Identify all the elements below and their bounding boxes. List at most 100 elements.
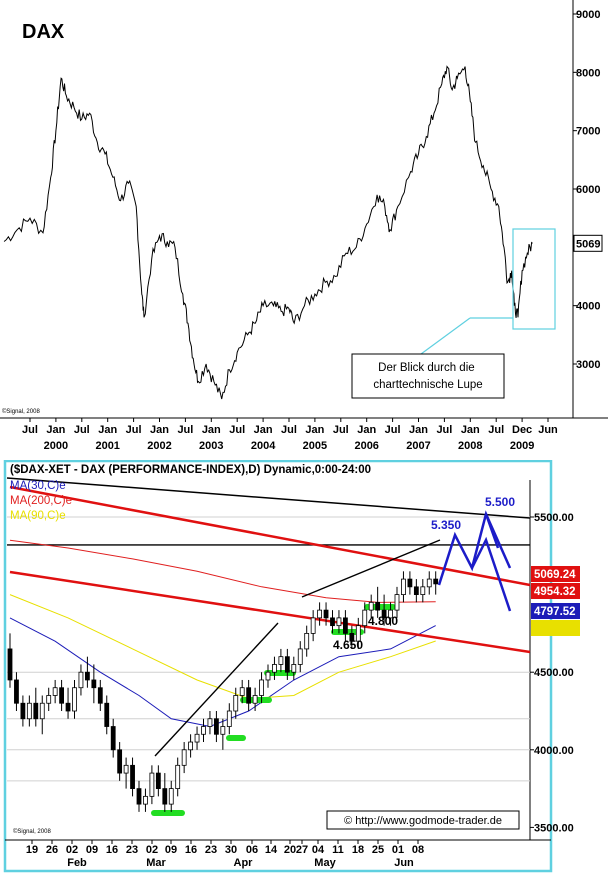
projection-path-lower [470, 536, 512, 612]
top-y-tick-label: 9000 [576, 9, 600, 21]
bottom-x-tick-label: 20 [284, 844, 296, 856]
candle-body [33, 702, 39, 720]
support-marker [226, 735, 246, 741]
candle-body [394, 594, 400, 611]
candle-body [59, 687, 64, 704]
bottom-x-tick-label: 04 [312, 844, 325, 856]
top-year-label: 2006 [354, 440, 378, 452]
bottom-month-label: Mar [146, 857, 166, 869]
bottom-x-tick-label: 02 [66, 844, 78, 856]
candle-body [39, 702, 45, 720]
candle-body [46, 695, 52, 704]
zoom-connector-diagonal [420, 317, 471, 355]
top-x-tick-label: Jan [357, 424, 376, 436]
top-year-label: 2002 [147, 440, 171, 452]
top-x-tick-label: Jul [281, 424, 297, 436]
bottom-x-tick-label: 02 [146, 844, 158, 856]
ma30-value-tag: 4797.52 [534, 606, 576, 618]
ma200-value-tag: 4954.32 [534, 586, 576, 598]
target-label-5350: 5.350 [431, 518, 461, 532]
candle-body [168, 788, 174, 805]
top-x-tick-label: Jan [461, 424, 480, 436]
candle-body [368, 601, 374, 611]
top-y-tick-label: 3000 [576, 359, 600, 371]
candle-body [401, 578, 406, 596]
candle-body [355, 625, 361, 642]
dax-price-line [3, 65, 533, 400]
top-x-tick-label: Jan [254, 424, 273, 436]
top-y-tick-label: 4000 [576, 301, 600, 313]
candle-body [349, 633, 355, 642]
candle-body [284, 656, 290, 673]
candle-body [117, 749, 123, 774]
candle-body [226, 710, 232, 727]
annotation-box [351, 353, 505, 399]
candle-body [85, 671, 90, 681]
top-x-tick-label: Jan [409, 424, 428, 436]
top-x-tick-label: Jan [150, 424, 169, 436]
top-year-label: 2004 [251, 440, 276, 452]
top-x-tick-label: Jul [74, 424, 90, 436]
dax-long-term-chart: DAX ©Signal, 2008 9000 8000 7000 6000 5069 40… [0, 0, 608, 452]
bottom-x-tick-label: 25 [372, 844, 384, 856]
candle-body [304, 633, 310, 650]
candle-body [130, 764, 135, 790]
candle-body [207, 718, 213, 727]
ma30-value-tag-box [531, 603, 580, 619]
support-label-4650: 4.650 [333, 638, 363, 652]
candle-body [413, 586, 419, 596]
candle-body [375, 601, 381, 611]
bottom-month-label: Feb [67, 857, 87, 869]
candle-body [310, 617, 316, 634]
candle-body [426, 578, 432, 588]
bottom-x-tick-label: 16 [185, 844, 197, 856]
bottom-month-label: May [314, 857, 336, 869]
bottom-x-tick-label: 14 [265, 844, 278, 856]
bottom-x-tick-label: 27 [296, 844, 308, 856]
top-x-tick-label: Jan [202, 424, 221, 436]
candle-body [291, 664, 297, 673]
target-label-5500: 5.500 [485, 495, 515, 509]
candle-body [65, 702, 71, 712]
support-label-4800: 4.800 [368, 614, 398, 628]
candle-body [323, 609, 329, 619]
top-x-tick-label: Jul [488, 424, 504, 436]
bottom-y-tick-label: 4500.00 [534, 667, 574, 679]
candle-body [149, 772, 155, 797]
bottom-month-label: Apr [234, 857, 254, 869]
ma200-value-tag-box [531, 583, 580, 599]
candle-body [155, 772, 161, 790]
candle-body [143, 795, 148, 805]
top-chart-credit: ©Signal, 2008 [2, 408, 40, 415]
top-chart-title: DAX [22, 21, 65, 43]
top-x-tick-label: Dec [512, 424, 532, 436]
bottom-chart-frame [3, 460, 553, 873]
bottom-y-tick-label: 3500.00 [534, 822, 574, 834]
uptrend-line-2 [301, 539, 441, 598]
top-y-tick-label: 6000 [576, 184, 600, 196]
bottom-x-tick-label: 09 [165, 844, 177, 856]
watermark-text: © http://www.godmode-trader.de [344, 815, 502, 827]
candle-body [175, 764, 181, 790]
candle-body [278, 656, 284, 665]
bottom-x-tick-label: 23 [205, 844, 217, 856]
candle-body [136, 788, 142, 805]
top-year-label: 2000 [44, 440, 68, 452]
watermark-box [326, 810, 520, 830]
candle-body [162, 788, 168, 805]
legend-entry: MA(200,C)e [10, 495, 72, 507]
candle-body [330, 617, 335, 627]
candle-body [72, 687, 77, 712]
candle-body [336, 617, 342, 627]
bottom-x-tick-label: 01 [392, 844, 404, 856]
projection-path-branch [484, 513, 500, 549]
candle-body [362, 609, 368, 627]
ma90-value-tag: 4701.25 [534, 623, 576, 635]
candle-body [259, 679, 264, 696]
top-y-tick-label: 7000 [576, 126, 600, 138]
dax-daily-chart: ($DAX-XET - DAX (PERFORMANCE-INDEX),D) D… [3, 460, 580, 873]
candle-body [213, 718, 219, 735]
zoom-box [512, 228, 556, 330]
candle-body [252, 695, 258, 704]
bottom-month-label: Jun [394, 857, 414, 869]
